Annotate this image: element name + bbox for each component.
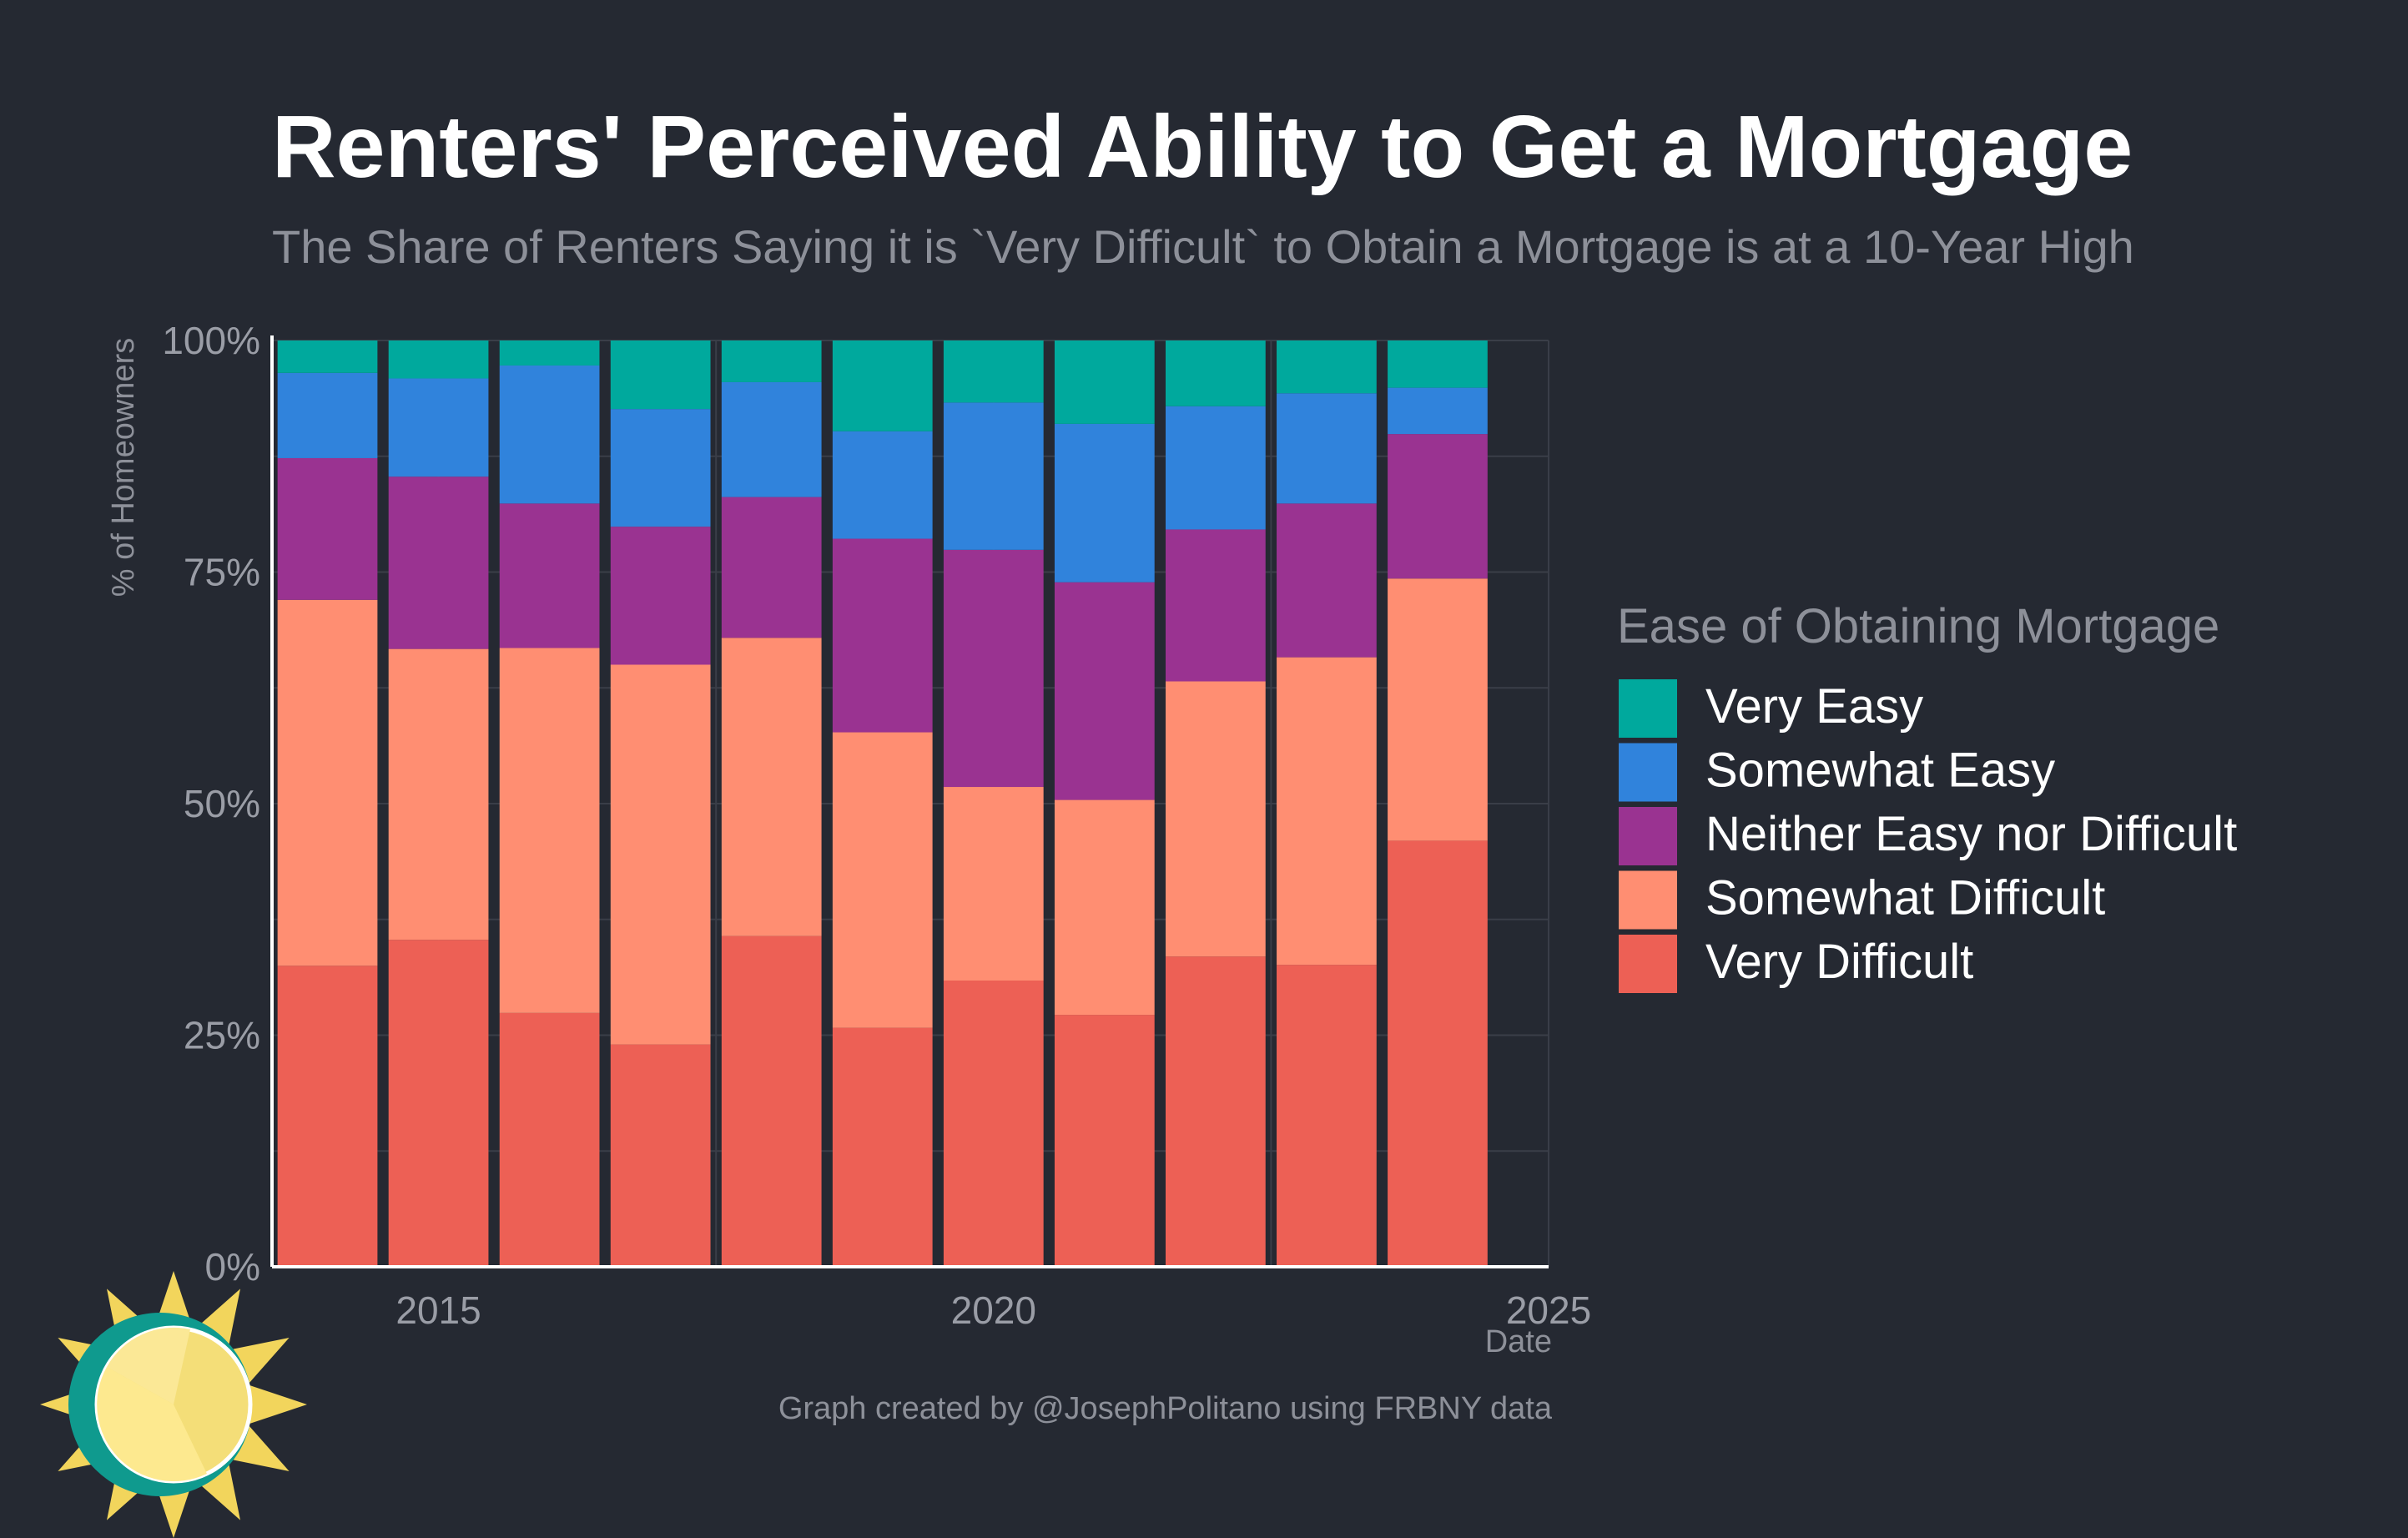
legend-label: Very Easy bbox=[1705, 679, 1923, 734]
bar-segment-very-easy-2015 bbox=[388, 340, 489, 379]
chart-subtitle: The Share of Renters Saying it is `Very … bbox=[272, 220, 2134, 273]
x-tick-label: 2020 bbox=[951, 1288, 1036, 1332]
legend-label: Somewhat Easy bbox=[1705, 744, 2055, 798]
legend-swatch bbox=[1619, 870, 1677, 930]
bar-segment-neither-easy-nor-difficult-2021 bbox=[1054, 582, 1155, 800]
legend-swatch bbox=[1619, 935, 1677, 993]
legend-swatch bbox=[1619, 679, 1677, 738]
bar-segment-neither-easy-nor-difficult-2015 bbox=[388, 477, 489, 649]
bar-segment-somewhat-easy-2017 bbox=[610, 409, 711, 527]
y-tick-label: 50% bbox=[184, 782, 260, 825]
sun-logo bbox=[40, 1271, 307, 1538]
bar-segment-somewhat-easy-2022 bbox=[1166, 406, 1266, 530]
bar-segment-very-easy-2023 bbox=[1277, 340, 1377, 394]
bar-segment-very-easy-2022 bbox=[1166, 340, 1266, 406]
bar-segment-very-difficult-2019 bbox=[832, 1027, 933, 1267]
legend-swatch bbox=[1619, 807, 1677, 865]
bar-segment-very-difficult-2016 bbox=[499, 1012, 600, 1267]
y-axis-label: % of Homeowners bbox=[106, 338, 141, 597]
bar-segment-neither-easy-nor-difficult-2018 bbox=[721, 497, 822, 638]
bar-segment-neither-easy-nor-difficult-2020 bbox=[943, 549, 1044, 788]
legend-items: Very Easy Somewhat Easy Neither Easy nor D… bbox=[1619, 679, 2237, 993]
x-tick-label: 2025 bbox=[1506, 1288, 1591, 1332]
bar-segment-very-difficult-2021 bbox=[1054, 1015, 1155, 1267]
legend-label: Neither Easy nor Difficult bbox=[1705, 807, 2237, 861]
bar-segment-very-difficult-2022 bbox=[1166, 956, 1266, 1267]
bar-segment-neither-easy-nor-difficult-2014 bbox=[277, 457, 378, 600]
bar-segment-very-difficult-2023 bbox=[1277, 965, 1377, 1267]
bar-segment-neither-easy-nor-difficult-2023 bbox=[1277, 503, 1377, 658]
bar-segment-somewhat-easy-2023 bbox=[1277, 393, 1377, 504]
bar-segment-somewhat-easy-2021 bbox=[1054, 423, 1155, 582]
caption: Graph created by @JosephPolitano using F… bbox=[778, 1391, 1553, 1426]
bar-segment-very-difficult-2015 bbox=[388, 940, 489, 1267]
sun-highlight-icon bbox=[107, 1327, 190, 1404]
bar-segment-neither-easy-nor-difficult-2016 bbox=[499, 503, 600, 648]
bar-segment-very-easy-2021 bbox=[1054, 340, 1155, 424]
bar-segment-somewhat-easy-2024 bbox=[1388, 387, 1488, 435]
bar-segment-very-difficult-2014 bbox=[277, 966, 378, 1267]
y-tick-label: 100% bbox=[162, 319, 260, 362]
axes-layer: 0% 25% 50% 75% 100% 2015 2020 2025 bbox=[162, 319, 1591, 1332]
bar-segment-very-difficult-2020 bbox=[943, 981, 1044, 1267]
bar-segment-very-easy-2018 bbox=[721, 340, 822, 382]
bar-segment-somewhat-difficult-2014 bbox=[277, 599, 378, 966]
bar-segment-very-easy-2016 bbox=[499, 340, 600, 366]
chart-title: Renters' Perceived Ability to Get a Mort… bbox=[272, 98, 2133, 196]
legend-label: Very Difficult bbox=[1705, 935, 1973, 989]
bar-segment-very-difficult-2017 bbox=[610, 1044, 711, 1267]
bar-segment-neither-easy-nor-difficult-2017 bbox=[610, 527, 711, 665]
bar-segment-very-easy-2024 bbox=[1388, 340, 1488, 388]
bar-segment-somewhat-difficult-2020 bbox=[943, 787, 1044, 981]
bar-segment-somewhat-easy-2018 bbox=[721, 381, 822, 497]
y-tick-label: 75% bbox=[184, 551, 260, 594]
bar-segment-somewhat-difficult-2021 bbox=[1054, 799, 1155, 1016]
bar-segment-somewhat-difficult-2017 bbox=[610, 664, 711, 1045]
bar-segment-very-easy-2019 bbox=[832, 340, 933, 431]
bar-segment-very-difficult-2024 bbox=[1388, 840, 1488, 1267]
bar-segment-somewhat-difficult-2024 bbox=[1388, 578, 1488, 841]
bar-segment-very-easy-2020 bbox=[943, 340, 1044, 403]
y-tick-label: 25% bbox=[184, 1014, 260, 1057]
bar-segment-somewhat-easy-2020 bbox=[943, 402, 1044, 550]
bars-layer bbox=[277, 340, 1488, 1267]
bar-segment-somewhat-difficult-2023 bbox=[1277, 657, 1377, 966]
bar-segment-very-easy-2014 bbox=[277, 340, 378, 373]
legend-label: Somewhat Difficult bbox=[1705, 871, 2105, 925]
bar-segment-neither-easy-nor-difficult-2022 bbox=[1166, 529, 1266, 682]
sun-shade-icon bbox=[97, 1367, 207, 1482]
bar-segment-neither-easy-nor-difficult-2024 bbox=[1388, 434, 1488, 579]
x-axis-label: Date bbox=[1485, 1324, 1552, 1359]
bar-segment-neither-easy-nor-difficult-2019 bbox=[832, 538, 933, 733]
bar-segment-somewhat-difficult-2016 bbox=[499, 648, 600, 1013]
bar-segment-somewhat-easy-2019 bbox=[832, 431, 933, 539]
bar-segment-somewhat-difficult-2019 bbox=[832, 732, 933, 1028]
x-tick-label: 2015 bbox=[395, 1288, 481, 1332]
bar-segment-very-easy-2017 bbox=[610, 340, 711, 410]
bar-segment-somewhat-easy-2016 bbox=[499, 365, 600, 504]
bar-segment-somewhat-difficult-2022 bbox=[1166, 681, 1266, 957]
legend-swatch bbox=[1619, 743, 1677, 802]
legend-title: Ease of Obtaining Mortgage bbox=[1617, 599, 2219, 653]
bar-segment-somewhat-easy-2015 bbox=[388, 378, 489, 477]
legend: Ease of Obtaining Mortgage Very Easy Some… bbox=[1617, 599, 2237, 993]
bar-segment-somewhat-easy-2014 bbox=[277, 372, 378, 458]
bar-segment-very-difficult-2018 bbox=[721, 935, 822, 1267]
bar-segment-somewhat-difficult-2015 bbox=[388, 648, 489, 940]
y-tick-label: 0% bbox=[205, 1245, 260, 1288]
bar-segment-somewhat-difficult-2018 bbox=[721, 638, 822, 936]
